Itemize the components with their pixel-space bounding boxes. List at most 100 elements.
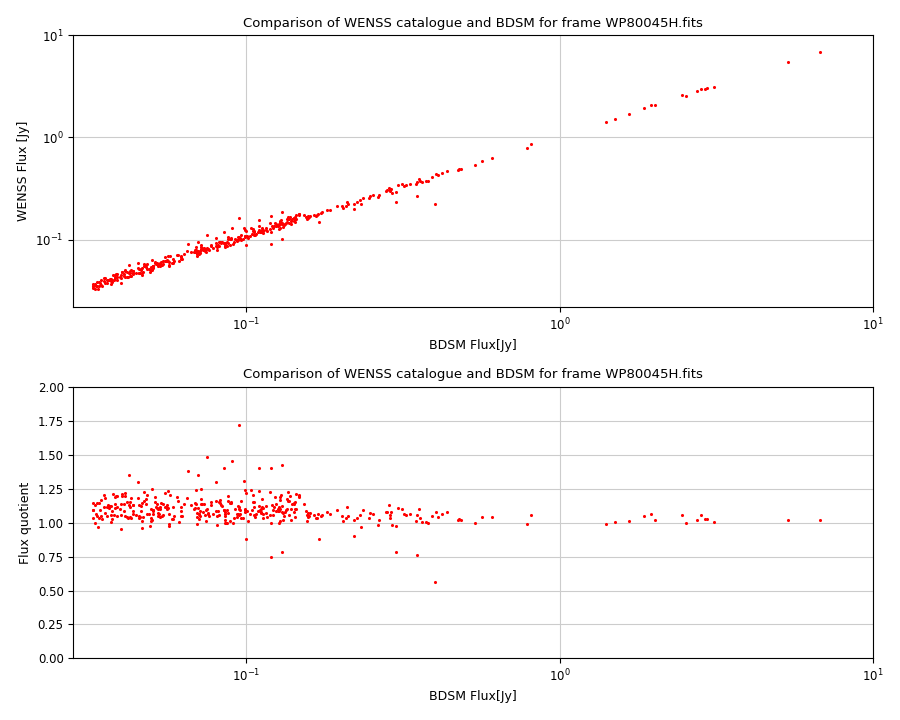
- Point: [284, 218, 299, 230]
- Point: [162, 508, 176, 519]
- Point: [271, 503, 285, 515]
- Point: [244, 222, 258, 234]
- Point: [104, 276, 119, 288]
- Point: [440, 506, 454, 518]
- Point: [227, 236, 241, 248]
- Point: [279, 503, 293, 515]
- Point: [104, 516, 118, 528]
- Point: [152, 508, 166, 520]
- Point: [264, 211, 278, 222]
- Point: [385, 186, 400, 198]
- Point: [382, 510, 397, 521]
- Point: [108, 272, 122, 284]
- Point: [813, 515, 827, 526]
- Point: [161, 250, 176, 261]
- Point: [87, 284, 102, 295]
- Point: [194, 498, 208, 510]
- Point: [781, 56, 796, 68]
- Point: [130, 476, 145, 487]
- Point: [89, 508, 104, 520]
- Point: [679, 517, 693, 528]
- Point: [152, 258, 166, 269]
- Point: [264, 551, 278, 562]
- Point: [409, 515, 423, 526]
- Point: [209, 238, 223, 249]
- Point: [220, 508, 235, 519]
- Point: [251, 226, 266, 238]
- Point: [194, 247, 208, 258]
- Point: [217, 226, 231, 238]
- Point: [134, 505, 148, 517]
- Point: [706, 516, 721, 528]
- Point: [212, 236, 227, 248]
- Point: [170, 248, 184, 260]
- Point: [248, 509, 262, 521]
- Point: [198, 509, 212, 521]
- Point: [100, 274, 114, 286]
- Point: [238, 231, 252, 243]
- Point: [252, 500, 266, 512]
- Point: [228, 503, 242, 514]
- Point: [159, 255, 174, 266]
- Point: [194, 510, 208, 522]
- Point: [248, 512, 263, 523]
- Point: [271, 220, 285, 231]
- Point: [100, 501, 114, 513]
- Point: [299, 505, 313, 517]
- Point: [131, 499, 146, 510]
- Point: [363, 507, 377, 518]
- Point: [137, 261, 151, 272]
- Point: [260, 225, 274, 237]
- Point: [219, 238, 233, 250]
- Point: [389, 546, 403, 558]
- Point: [218, 241, 232, 253]
- Point: [153, 260, 167, 271]
- Point: [172, 256, 186, 267]
- Point: [101, 274, 115, 285]
- Point: [297, 210, 311, 221]
- Point: [110, 501, 124, 513]
- Point: [273, 220, 287, 231]
- Point: [273, 505, 287, 516]
- Point: [110, 269, 124, 280]
- Point: [191, 236, 205, 248]
- Point: [227, 512, 241, 523]
- Point: [346, 204, 361, 215]
- Point: [166, 256, 181, 267]
- Point: [137, 495, 151, 507]
- Point: [233, 233, 248, 245]
- Point: [194, 239, 209, 251]
- Point: [105, 269, 120, 281]
- Point: [180, 492, 194, 504]
- Point: [191, 245, 205, 256]
- Point: [389, 186, 403, 197]
- Point: [203, 499, 218, 510]
- Point: [188, 497, 202, 508]
- Point: [679, 90, 693, 102]
- Point: [176, 510, 190, 522]
- Point: [252, 225, 266, 236]
- Point: [452, 513, 466, 524]
- Point: [187, 246, 202, 258]
- Point: [451, 164, 465, 176]
- Point: [278, 218, 293, 230]
- Point: [431, 169, 446, 181]
- Point: [190, 248, 204, 260]
- Point: [468, 159, 482, 171]
- Point: [241, 233, 256, 244]
- Point: [123, 501, 138, 513]
- Point: [114, 488, 129, 500]
- Point: [284, 215, 298, 227]
- Point: [202, 507, 216, 518]
- Point: [396, 180, 410, 192]
- Point: [153, 502, 167, 513]
- Point: [98, 492, 112, 503]
- Point: [141, 263, 156, 274]
- Point: [204, 239, 219, 251]
- Point: [140, 258, 154, 270]
- Point: [411, 503, 426, 515]
- Point: [218, 508, 232, 520]
- Point: [249, 228, 264, 240]
- Point: [258, 508, 273, 519]
- Point: [247, 496, 261, 508]
